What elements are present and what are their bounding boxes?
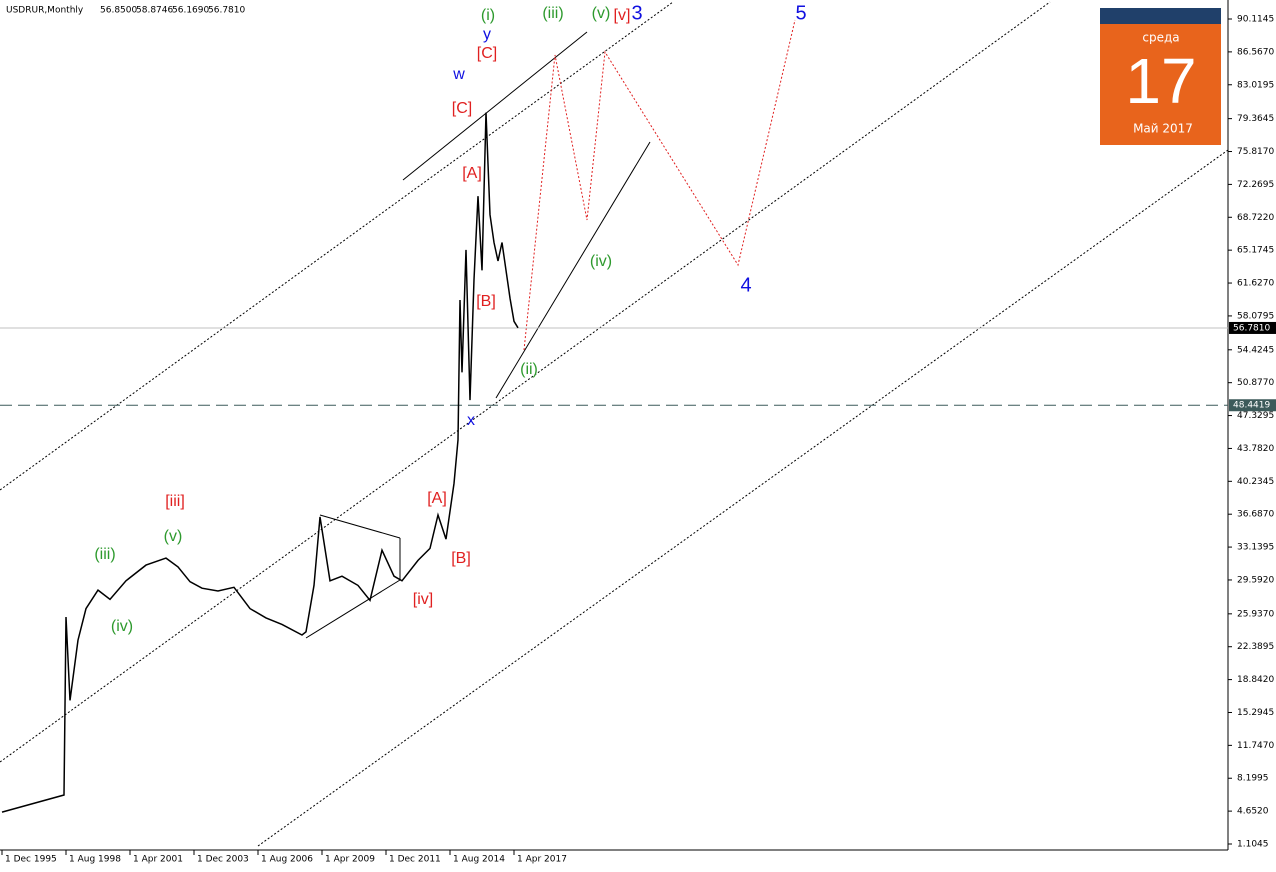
calendar-rings	[1100, 8, 1221, 24]
wave-label: [C]	[452, 100, 472, 117]
wave-label: (ii)	[520, 361, 538, 378]
trend-lines	[305, 31, 651, 639]
wave-label: [B]	[476, 293, 496, 310]
wave-label: [v]	[614, 7, 631, 24]
wave-label: (iii)	[542, 5, 563, 22]
wave-label: [A]	[427, 490, 447, 507]
x-tick-label: 1 Dec 2011	[389, 855, 441, 865]
y-tick-label: 58.0795	[1237, 311, 1274, 321]
y-tick-label: 79.3645	[1237, 114, 1274, 124]
price-label: 56.7810	[1233, 323, 1270, 333]
wave-label: (i)	[481, 7, 495, 24]
header-value: 56.8500	[100, 6, 137, 16]
y-tick-label: 15.2945	[1237, 708, 1274, 718]
y-tick-label: 83.0195	[1237, 80, 1274, 90]
y-tick-label: 72.2695	[1237, 180, 1274, 190]
y-tick-label: 61.6270	[1237, 279, 1274, 289]
wave-label: (v)	[164, 528, 183, 545]
y-tick-label: 75.8170	[1237, 147, 1274, 157]
wave-label: (iv)	[590, 253, 612, 270]
y-tick-label: 18.8420	[1237, 675, 1274, 685]
y-tick-label: 65.1745	[1237, 246, 1274, 256]
y-tick-label: 40.2345	[1237, 477, 1274, 487]
x-tick-label: 1 Aug 1998	[69, 855, 121, 865]
wave-label: (iv)	[111, 618, 133, 635]
y-tick-label: 1.1045	[1237, 840, 1269, 850]
header-value: 58.8746	[136, 6, 173, 16]
wave-label: [iii]	[165, 493, 185, 510]
wave-label: 5	[795, 2, 806, 24]
price-label-box	[1229, 399, 1276, 412]
y-tick-label: 47.3295	[1237, 411, 1274, 421]
calendar: среда 17 Май 2017	[1100, 8, 1221, 145]
wave-label: [A]	[462, 165, 482, 182]
x-tick-label: 1 Dec 1995	[5, 855, 57, 865]
x-tick-label: 1 Dec 2003	[197, 855, 249, 865]
price-label-box	[1229, 321, 1276, 334]
price-label: 48.4419	[1233, 401, 1270, 411]
calendar-month: Май 2017	[1133, 122, 1193, 136]
y-tick-label: 43.7820	[1237, 444, 1274, 454]
x-tick-label: 1 Apr 2009	[325, 855, 375, 865]
wave-label: 4	[740, 274, 751, 296]
calendar-day: 17	[1125, 45, 1196, 117]
wave-label: [B]	[451, 550, 471, 567]
forecast-path	[523, 19, 796, 351]
x-tick-label: 1 Apr 2001	[133, 855, 183, 865]
wave-label: [iv]	[413, 591, 433, 608]
x-tick-label: 1 Aug 2014	[453, 855, 505, 865]
y-tick-label: 29.5920	[1237, 575, 1274, 585]
y-tick-label: 22.3895	[1237, 642, 1274, 652]
y-tick-label: 11.7470	[1237, 741, 1274, 751]
price-line-series	[1, 112, 519, 813]
y-tick-label: 54.4245	[1237, 345, 1274, 355]
y-tick-label: 68.7220	[1237, 213, 1274, 223]
calendar-body	[1100, 8, 1221, 145]
y-tick-label: 8.1995	[1237, 774, 1269, 784]
wave-label: (v)	[592, 5, 611, 22]
wave-label: 3	[631, 2, 642, 24]
wave-label: x	[467, 412, 475, 429]
y-tick-label: 36.6870	[1237, 510, 1274, 520]
calendar-weekday: среда	[1142, 31, 1179, 45]
header-value: 56.7810	[208, 6, 245, 16]
y-tick-label: 90.1145	[1237, 15, 1274, 25]
wave-label: w	[452, 66, 465, 83]
chart-title: USDRUR,Monthly	[6, 6, 84, 16]
header-value: 56.1690	[172, 6, 209, 16]
y-tick-label: 86.5670	[1237, 47, 1274, 57]
y-tick-label: 33.1395	[1237, 543, 1274, 553]
y-tick-label: 50.8770	[1237, 378, 1274, 388]
wave-label: [C]	[477, 45, 497, 62]
y-tick-label: 25.9370	[1237, 609, 1274, 619]
x-tick-label: 1 Apr 2017	[517, 855, 567, 865]
y-tick-label: 4.6520	[1237, 807, 1269, 817]
x-tick-label: 1 Aug 2006	[261, 855, 313, 865]
wave-label: y	[483, 26, 491, 43]
wave-label: (iii)	[94, 546, 115, 563]
